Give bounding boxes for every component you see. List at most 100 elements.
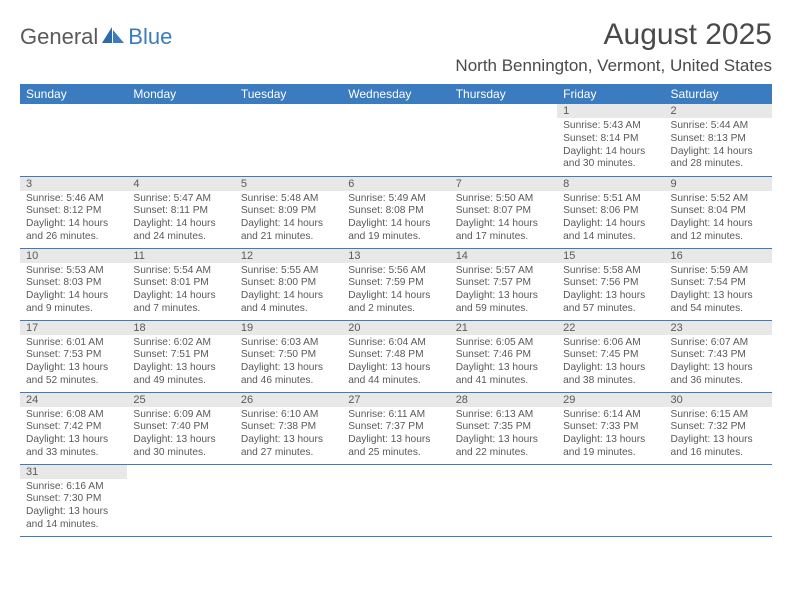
day-details: Sunrise: 5:57 AMSunset: 7:57 PMDaylight:… <box>450 263 557 320</box>
sunrise-line: Sunrise: 6:15 AM <box>671 409 766 422</box>
sunset-line: Sunset: 7:59 PM <box>348 277 443 290</box>
daylight-line: Daylight: 13 hours and 36 minutes. <box>671 362 766 388</box>
sunset-line: Sunset: 8:13 PM <box>671 133 766 146</box>
daylight-line: Daylight: 13 hours and 57 minutes. <box>563 290 658 316</box>
calendar-empty <box>20 104 127 176</box>
calendar-head: SundayMondayTuesdayWednesdayThursdayFrid… <box>20 84 772 104</box>
daylight-line: Daylight: 14 hours and 28 minutes. <box>671 146 766 172</box>
calendar-row: 3Sunrise: 5:46 AMSunset: 8:12 PMDaylight… <box>20 176 772 248</box>
calendar-day: 5Sunrise: 5:48 AMSunset: 8:09 PMDaylight… <box>235 176 342 248</box>
day-number: 16 <box>665 249 772 263</box>
day-number: 11 <box>127 249 234 263</box>
calendar-day: 27Sunrise: 6:11 AMSunset: 7:37 PMDayligh… <box>342 392 449 464</box>
day-details: Sunrise: 6:13 AMSunset: 7:35 PMDaylight:… <box>450 407 557 464</box>
calendar-day: 30Sunrise: 6:15 AMSunset: 7:32 PMDayligh… <box>665 392 772 464</box>
sunrise-line: Sunrise: 6:03 AM <box>241 337 336 350</box>
sunset-line: Sunset: 7:42 PM <box>26 421 121 434</box>
sunset-line: Sunset: 8:08 PM <box>348 205 443 218</box>
daylight-line: Daylight: 13 hours and 46 minutes. <box>241 362 336 388</box>
daylight-line: Daylight: 13 hours and 27 minutes. <box>241 434 336 460</box>
sunrise-line: Sunrise: 5:54 AM <box>133 265 228 278</box>
calendar-empty <box>450 104 557 176</box>
daylight-line: Daylight: 14 hours and 21 minutes. <box>241 218 336 244</box>
sunrise-line: Sunrise: 5:55 AM <box>241 265 336 278</box>
sunrise-line: Sunrise: 6:10 AM <box>241 409 336 422</box>
calendar-day: 3Sunrise: 5:46 AMSunset: 8:12 PMDaylight… <box>20 176 127 248</box>
calendar-row: 1Sunrise: 5:43 AMSunset: 8:14 PMDaylight… <box>20 104 772 176</box>
logo-text-general: General <box>20 24 98 50</box>
day-details: Sunrise: 6:10 AMSunset: 7:38 PMDaylight:… <box>235 407 342 464</box>
calendar-day: 29Sunrise: 6:14 AMSunset: 7:33 PMDayligh… <box>557 392 664 464</box>
calendar-day: 17Sunrise: 6:01 AMSunset: 7:53 PMDayligh… <box>20 320 127 392</box>
calendar-day: 20Sunrise: 6:04 AMSunset: 7:48 PMDayligh… <box>342 320 449 392</box>
sunset-line: Sunset: 7:57 PM <box>456 277 551 290</box>
sunset-line: Sunset: 8:11 PM <box>133 205 228 218</box>
sunrise-line: Sunrise: 5:53 AM <box>26 265 121 278</box>
calendar-day: 1Sunrise: 5:43 AMSunset: 8:14 PMDaylight… <box>557 104 664 176</box>
calendar-empty <box>665 464 772 536</box>
sunrise-line: Sunrise: 5:56 AM <box>348 265 443 278</box>
day-details: Sunrise: 6:03 AMSunset: 7:50 PMDaylight:… <box>235 335 342 392</box>
sunset-line: Sunset: 8:03 PM <box>26 277 121 290</box>
day-details: Sunrise: 5:58 AMSunset: 7:56 PMDaylight:… <box>557 263 664 320</box>
day-number: 30 <box>665 393 772 407</box>
calendar-day: 15Sunrise: 5:58 AMSunset: 7:56 PMDayligh… <box>557 248 664 320</box>
sunrise-line: Sunrise: 6:11 AM <box>348 409 443 422</box>
calendar-empty <box>235 464 342 536</box>
calendar-empty <box>450 464 557 536</box>
weekday-header: Saturday <box>665 84 772 104</box>
calendar-day: 16Sunrise: 5:59 AMSunset: 7:54 PMDayligh… <box>665 248 772 320</box>
weekday-header: Monday <box>127 84 234 104</box>
sunset-line: Sunset: 7:45 PM <box>563 349 658 362</box>
day-number: 10 <box>20 249 127 263</box>
day-number: 18 <box>127 321 234 335</box>
calendar-body: 1Sunrise: 5:43 AMSunset: 8:14 PMDaylight… <box>20 104 772 536</box>
calendar-empty <box>342 104 449 176</box>
daylight-line: Daylight: 14 hours and 9 minutes. <box>26 290 121 316</box>
sunset-line: Sunset: 7:50 PM <box>241 349 336 362</box>
sunset-line: Sunset: 7:32 PM <box>671 421 766 434</box>
day-details: Sunrise: 6:06 AMSunset: 7:45 PMDaylight:… <box>557 335 664 392</box>
daylight-line: Daylight: 14 hours and 30 minutes. <box>563 146 658 172</box>
weekday-header: Friday <box>557 84 664 104</box>
day-number: 28 <box>450 393 557 407</box>
calendar-day: 2Sunrise: 5:44 AMSunset: 8:13 PMDaylight… <box>665 104 772 176</box>
calendar-day: 7Sunrise: 5:50 AMSunset: 8:07 PMDaylight… <box>450 176 557 248</box>
sunset-line: Sunset: 7:38 PM <box>241 421 336 434</box>
daylight-line: Daylight: 13 hours and 44 minutes. <box>348 362 443 388</box>
weekday-header: Wednesday <box>342 84 449 104</box>
sunset-line: Sunset: 7:33 PM <box>563 421 658 434</box>
day-details: Sunrise: 5:47 AMSunset: 8:11 PMDaylight:… <box>127 191 234 248</box>
calendar-row: 31Sunrise: 6:16 AMSunset: 7:30 PMDayligh… <box>20 464 772 536</box>
sunrise-line: Sunrise: 6:02 AM <box>133 337 228 350</box>
sunrise-line: Sunrise: 5:47 AM <box>133 193 228 206</box>
sunrise-line: Sunrise: 5:48 AM <box>241 193 336 206</box>
day-number: 9 <box>665 177 772 191</box>
calendar-day: 11Sunrise: 5:54 AMSunset: 8:01 PMDayligh… <box>127 248 234 320</box>
calendar-day: 25Sunrise: 6:09 AMSunset: 7:40 PMDayligh… <box>127 392 234 464</box>
daylight-line: Daylight: 13 hours and 30 minutes. <box>133 434 228 460</box>
header: General Blue August 2025 North Benningto… <box>20 18 772 76</box>
calendar-row: 17Sunrise: 6:01 AMSunset: 7:53 PMDayligh… <box>20 320 772 392</box>
calendar-day: 14Sunrise: 5:57 AMSunset: 7:57 PMDayligh… <box>450 248 557 320</box>
day-details: Sunrise: 5:48 AMSunset: 8:09 PMDaylight:… <box>235 191 342 248</box>
daylight-line: Daylight: 13 hours and 19 minutes. <box>563 434 658 460</box>
day-details: Sunrise: 5:46 AMSunset: 8:12 PMDaylight:… <box>20 191 127 248</box>
calendar-day: 31Sunrise: 6:16 AMSunset: 7:30 PMDayligh… <box>20 464 127 536</box>
day-number: 6 <box>342 177 449 191</box>
sunrise-line: Sunrise: 6:05 AM <box>456 337 551 350</box>
calendar-table: SundayMondayTuesdayWednesdayThursdayFrid… <box>20 84 772 537</box>
day-number: 4 <box>127 177 234 191</box>
daylight-line: Daylight: 14 hours and 7 minutes. <box>133 290 228 316</box>
sunset-line: Sunset: 7:40 PM <box>133 421 228 434</box>
day-details: Sunrise: 6:05 AMSunset: 7:46 PMDaylight:… <box>450 335 557 392</box>
sunrise-line: Sunrise: 6:01 AM <box>26 337 121 350</box>
sunset-line: Sunset: 7:51 PM <box>133 349 228 362</box>
daylight-line: Daylight: 13 hours and 59 minutes. <box>456 290 551 316</box>
sunrise-line: Sunrise: 5:46 AM <box>26 193 121 206</box>
calendar-empty <box>127 464 234 536</box>
day-details: Sunrise: 6:15 AMSunset: 7:32 PMDaylight:… <box>665 407 772 464</box>
month-title: August 2025 <box>455 18 772 52</box>
sunset-line: Sunset: 7:56 PM <box>563 277 658 290</box>
daylight-line: Daylight: 13 hours and 52 minutes. <box>26 362 121 388</box>
